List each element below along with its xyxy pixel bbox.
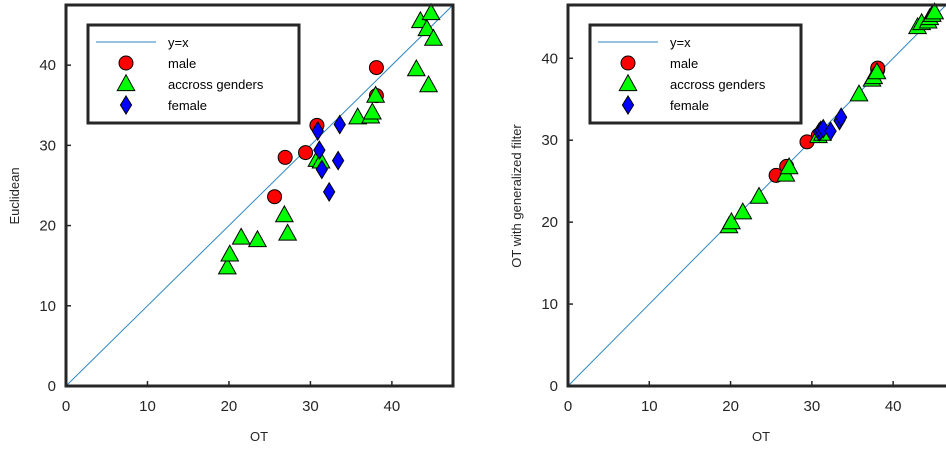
y-tick-label: 10 [541,296,558,313]
across-genders-point [247,229,268,248]
identity-line-left [65,4,454,387]
y-tick-label: 20 [39,218,56,235]
y-tick-label: 0 [48,378,56,395]
x-tick-label: 10 [641,398,658,415]
legend-left: y=x male accross genders female [86,23,301,125]
x-tick-labels-left: 0 10 20 30 40 [62,398,400,415]
legend-entries-right: y=x male accross genders female [598,35,766,116]
legend-label: y=x [168,35,189,50]
female-point [311,120,324,141]
male-point [267,189,283,205]
legend-across-swatch [116,73,136,92]
x-tick-label: 40 [384,398,401,415]
y-tick-label: 10 [39,298,56,315]
female-point [331,150,345,171]
female-point [322,181,336,202]
legend-label: accross genders [168,77,264,92]
female-point [824,121,837,142]
across-genders-point [423,28,444,46]
across-genders-point [366,85,386,103]
legend-female-swatch [119,94,133,116]
across-genders-point [274,204,294,223]
across-genders-point [362,102,382,120]
x-tick-label: 0 [62,398,70,415]
axes-frame-ot-generalized [566,3,946,388]
female-point [333,114,346,135]
male-point [277,149,293,165]
across-genders-point [925,2,945,20]
x-tick-label: 20 [722,398,739,415]
x-tick-label: 0 [564,398,572,415]
across-genders-point [779,157,799,175]
markers-group-right [719,2,945,234]
y-tick-label: 20 [541,214,558,231]
y-axis-label-left: Euclidean [7,167,22,224]
markers-group-left [217,2,444,275]
across-genders-point [406,58,426,77]
male-point [368,60,384,76]
across-genders-point [733,202,753,220]
y-tick-label: 30 [541,132,558,149]
legend-label: female [670,98,709,113]
female-point [817,118,830,139]
across-genders-point [348,107,368,125]
legend-entries-left: y=x male accross genders female [96,35,264,116]
y-tick-label: 40 [541,50,558,67]
legend-right: y=x male accross genders female [588,23,803,125]
legend-male-swatch [118,55,134,71]
x-tick-label: 40 [885,398,902,415]
chart-euclidean: 0 10 20 30 40 0 10 20 30 40 OT Euclidean y=x male… [7,2,455,444]
legend-female-swatch [621,94,635,116]
axes-frame-euclidean [64,3,455,388]
across-genders-point [278,223,298,241]
x-tick-label: 20 [221,398,238,415]
x-axis-label-right: OT [752,429,770,444]
female-point [315,159,329,180]
across-genders-point [721,211,741,230]
across-genders-point [867,61,887,80]
x-tick-labels-right: 0 10 20 30 40 [564,398,902,415]
across-genders-point [231,227,251,245]
legend-male-swatch [620,55,636,71]
y-tick-labels-right: 0 10 20 30 40 [541,50,558,395]
across-genders-point [849,84,869,102]
across-genders-point [418,74,439,93]
female-point [834,107,848,128]
legend-across-swatch [618,73,638,92]
legend-label: y=x [670,35,691,50]
across-genders-point [217,257,237,275]
legend-label: male [168,56,196,71]
y-tick-label: 0 [550,378,558,395]
x-axis-label-left: OT [250,429,268,444]
across-genders-point [749,186,769,204]
female-point [313,140,326,161]
across-genders-point [220,244,240,262]
y-tick-labels-left: 0 10 20 30 40 [39,57,56,395]
identity-line-group-left [65,4,454,387]
y-tick-label: 30 [39,137,56,154]
y-tick-label: 40 [39,57,56,74]
male-point [298,145,314,161]
chart-ot-generalized: 0 10 20 30 40 0 10 20 30 40 OT OT with generaliz… [509,2,946,444]
legend-label: accross genders [670,77,766,92]
across-genders-point [417,18,437,37]
x-tick-label: 30 [302,398,319,415]
legend-label: male [670,56,698,71]
y-axis-label-right: OT with generalized filter [509,124,524,268]
x-tick-label: 30 [804,398,821,415]
x-tick-label: 10 [139,398,156,415]
across-genders-point [421,2,441,21]
legend-label: female [168,98,207,113]
legend-box-left [86,23,301,125]
